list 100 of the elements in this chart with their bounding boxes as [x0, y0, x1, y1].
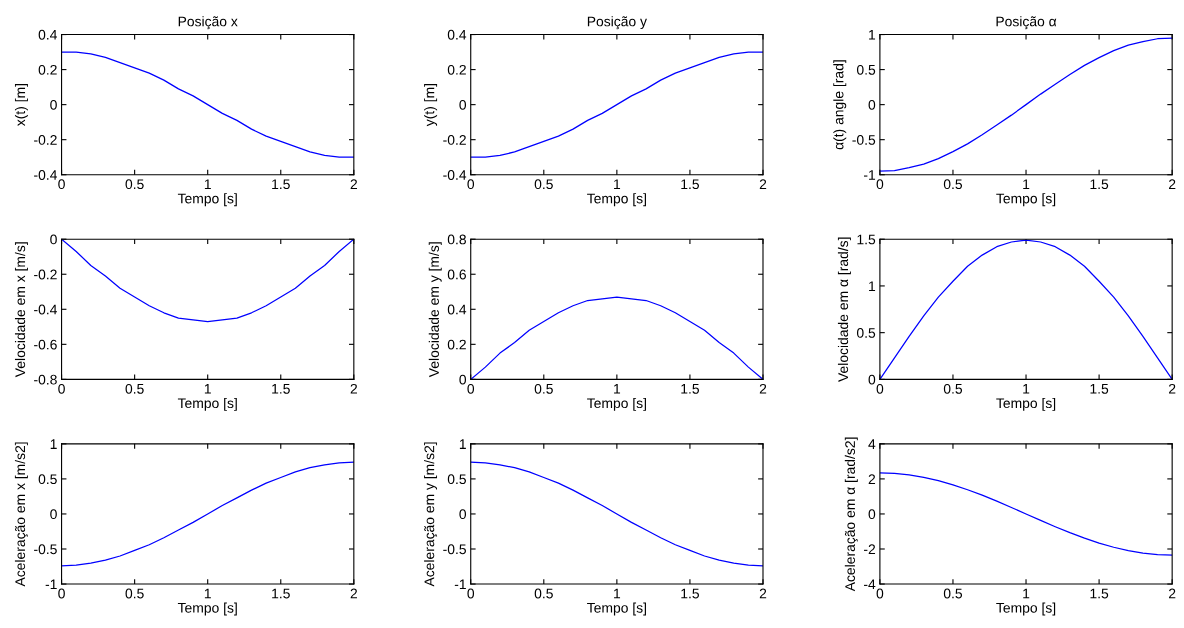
y-axis-title: Aceleração em x [m/s2] — [14, 442, 28, 587]
y-tick-label: 0.8 — [447, 234, 466, 245]
x-tick-label: 0.5 — [943, 179, 963, 190]
x-tick-label: 1 — [1023, 179, 1030, 189]
x-tick-label: 1.5 — [681, 179, 699, 190]
x-axis-title: Tempo [s] — [587, 193, 646, 207]
x-tick-label: 0 — [876, 383, 884, 394]
y-tick-label: -1 — [864, 170, 876, 180]
x-tick-label: 1 — [204, 179, 211, 189]
chart-title: Posição x — [178, 16, 238, 30]
y-tick-label: -0.2 — [443, 135, 466, 145]
x-tick-label: 1.5 — [681, 588, 699, 599]
x-tick-label: 0.5 — [125, 588, 144, 599]
x-tick-label: 1 — [614, 588, 621, 599]
y-tick-label: -0.4 — [34, 304, 57, 315]
y-tick-label: -0.4 — [443, 170, 467, 180]
y-tick-label: 0.2 — [38, 64, 57, 75]
x-axis-title: Tempo [s] — [996, 193, 1056, 207]
x-axis-title: Tempo [s] — [587, 397, 646, 411]
y-tick-label: -0.2 — [34, 135, 57, 145]
line-series — [879, 37, 1173, 172]
y-axis-title: y(t) [m] — [424, 84, 438, 127]
y-axis-title: Velocidade em y [m/s] — [428, 242, 442, 378]
y-tick-label: 0 — [50, 99, 57, 110]
y-tick-label: 0.5 — [38, 474, 57, 485]
y-tick-label: 0.4 — [38, 29, 57, 40]
y-tick-label: -0.2 — [34, 269, 57, 280]
x-tick-label: 2 — [350, 179, 357, 189]
x-tick-label: 1.5 — [1090, 384, 1109, 394]
line-series — [879, 472, 1173, 556]
x-tick-label: 1.5 — [1090, 179, 1109, 190]
x-tick-label: 2 — [759, 588, 767, 599]
x-tick-label: 1.5 — [272, 384, 290, 394]
line-series — [879, 239, 1173, 380]
x-tick-label: 2 — [759, 179, 767, 189]
x-tick-label: 2 — [1169, 179, 1176, 189]
x-tick-label: 0.5 — [534, 588, 553, 599]
x-tick-label: 1 — [614, 384, 621, 394]
y-tick-label: 0.5 — [447, 474, 466, 485]
y-tick-label: 0 — [868, 509, 876, 520]
y-tick-label: 0.2 — [447, 64, 466, 75]
y-tick-label: 0 — [459, 509, 467, 520]
y-tick-label: 4 — [868, 439, 876, 449]
y-tick-label: 0.5 — [856, 327, 876, 338]
y-tick-label: 0.2 — [447, 339, 466, 350]
y-axis-title: Aceleração em y [m/s2] — [424, 442, 438, 587]
x-axis-title: Tempo [s] — [177, 602, 237, 616]
x-tick-label: 2 — [1169, 588, 1176, 599]
x-tick-label: 0.5 — [534, 383, 553, 394]
y-tick-label: 0 — [868, 99, 876, 110]
y-tick-label: 0.4 — [447, 304, 467, 315]
y-tick-label: 0 — [50, 234, 57, 245]
x-tick-label: 2 — [1169, 383, 1176, 394]
y-tick-label: -0.5 — [34, 544, 57, 555]
x-tick-label: 2 — [350, 383, 357, 394]
y-tick-label: 0.6 — [447, 269, 466, 280]
x-tick-label: 0 — [467, 383, 475, 394]
x-tick-label: 0 — [467, 179, 475, 190]
y-tick-label: 1 — [869, 281, 876, 291]
y-tick-label: -1 — [45, 579, 57, 590]
x-tick-label: 2 — [350, 588, 357, 599]
x-tick-label: 1 — [204, 384, 211, 394]
y-axis-title: Aceleração em α [rad/s2] — [844, 437, 858, 592]
y-tick-label: 0 — [868, 374, 876, 385]
x-axis-title: Tempo [s] — [996, 602, 1056, 616]
y-tick-label: 1 — [869, 30, 876, 40]
x-tick-label: 1 — [1023, 384, 1030, 394]
chart-title: Posição α — [996, 16, 1057, 30]
y-tick-label: -4 — [864, 579, 876, 590]
x-tick-label: 0 — [467, 588, 475, 599]
x-tick-label: 0.5 — [125, 383, 144, 394]
line-series — [61, 461, 354, 567]
line-series — [61, 51, 354, 158]
y-tick-label: 1.5 — [857, 234, 876, 245]
y-tick-label: -0.4 — [34, 170, 57, 180]
x-tick-label: 1.5 — [272, 588, 290, 599]
y-tick-label: 0 — [459, 374, 467, 385]
x-tick-label: 1 — [204, 588, 211, 599]
x-tick-label: 0 — [58, 588, 65, 599]
x-axis-title: Tempo [s] — [996, 397, 1056, 411]
y-axis-title: Velocidade em x [m/s] — [14, 242, 28, 378]
x-tick-label: 0 — [876, 588, 884, 599]
y-tick-label: 2 — [868, 474, 876, 484]
x-tick-label: 1.5 — [681, 384, 699, 394]
y-axis-title: α(t) angle [rad] — [833, 60, 847, 150]
y-tick-label: -2 — [864, 544, 876, 555]
y-tick-label: 0.5 — [856, 64, 876, 75]
y-tick-label: -0.6 — [34, 339, 57, 350]
x-tick-label: 0.5 — [534, 179, 553, 190]
x-tick-label: 1 — [614, 179, 621, 189]
x-tick-label: 1 — [1023, 588, 1030, 599]
y-tick-label: -0.5 — [443, 544, 466, 555]
y-tick-label: -0.8 — [34, 374, 57, 385]
x-tick-label: 2 — [759, 383, 767, 394]
y-tick-label: 0 — [50, 509, 57, 520]
x-axis-title: Tempo [s] — [587, 602, 646, 616]
y-axis-title: x(t) [m] — [14, 84, 28, 127]
x-tick-label: 0 — [58, 179, 65, 190]
x-tick-label: 1.5 — [272, 179, 290, 190]
y-tick-label: -1 — [454, 579, 466, 590]
